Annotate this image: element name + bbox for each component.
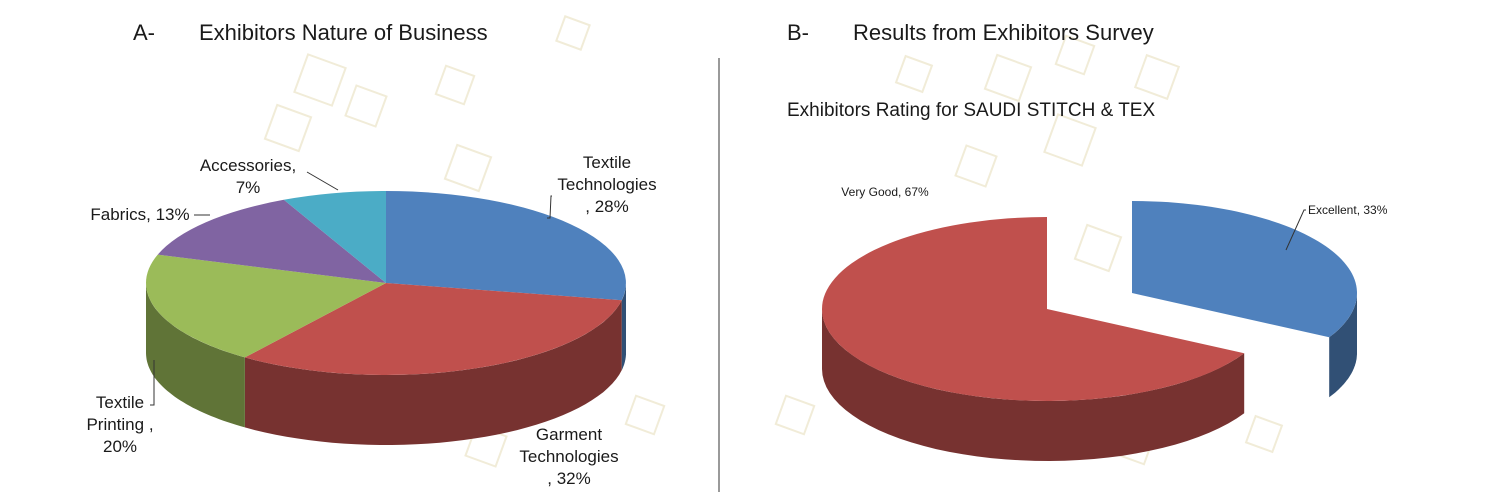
rating-pie-chart: Excellent, 33% Very Good, 67% <box>822 185 1388 461</box>
panel-a-title: Exhibitors Nature of Business <box>199 20 488 45</box>
leader-line-excellent <box>1285 209 1306 251</box>
business-pie-chart: Textile Technologies, 28% Garment Technolog… <box>86 153 656 488</box>
panel-a: A- Exhibitors Nature of Business Textile T… <box>0 0 718 492</box>
data-label-garment-technologies: Garment Technologies, 32% <box>519 425 618 488</box>
slice-textile-printing <box>145 254 386 358</box>
panel-b-title: Results from Exhibitors Survey <box>853 20 1154 45</box>
panel-a-heading: A- Exhibitors Nature of Business <box>133 20 488 46</box>
panel-b: B- Results from Exhibitors Survey Exhibit… <box>721 0 1490 492</box>
slice-side-very-good <box>822 309 1245 461</box>
slice-garment-technologies <box>244 283 622 375</box>
panel-b-heading: B- Results from Exhibitors Survey <box>787 20 1154 46</box>
leader-line-textile-printing <box>150 360 155 406</box>
data-label-very-good: Very Good, 67% <box>841 185 929 199</box>
data-label-fabrics: Fabrics, 13% <box>90 205 189 224</box>
slice-side-textile-technologies <box>621 283 626 371</box>
slice-textile-technologies <box>386 191 626 301</box>
data-label-textile-printing: Textile Printing , 20% <box>86 393 153 456</box>
slice-fabrics <box>157 199 386 283</box>
data-label-excellent: Excellent, 33% <box>1308 203 1388 217</box>
survey-chart-title: Exhibitors Rating for SAUDI STITCH & TEX <box>787 100 1156 121</box>
slice-very-good <box>822 217 1245 401</box>
data-label-textile-technologies: Textile Technologies, 28% <box>557 153 656 216</box>
panel-divider <box>718 58 720 492</box>
slice-side-garment-technologies <box>244 300 622 445</box>
panel-a-letter: A- <box>133 20 155 45</box>
data-label-accessories: Accessories, 7% <box>200 156 296 197</box>
slice-excellent <box>1132 201 1358 338</box>
leader-line-textile-technologies <box>547 195 552 219</box>
panel-b-letter: B- <box>787 20 809 45</box>
slice-side-textile-printing <box>146 283 245 428</box>
slice-accessories <box>283 191 386 283</box>
slice-side-excellent <box>1329 293 1357 398</box>
leader-line-accessories <box>306 171 339 191</box>
